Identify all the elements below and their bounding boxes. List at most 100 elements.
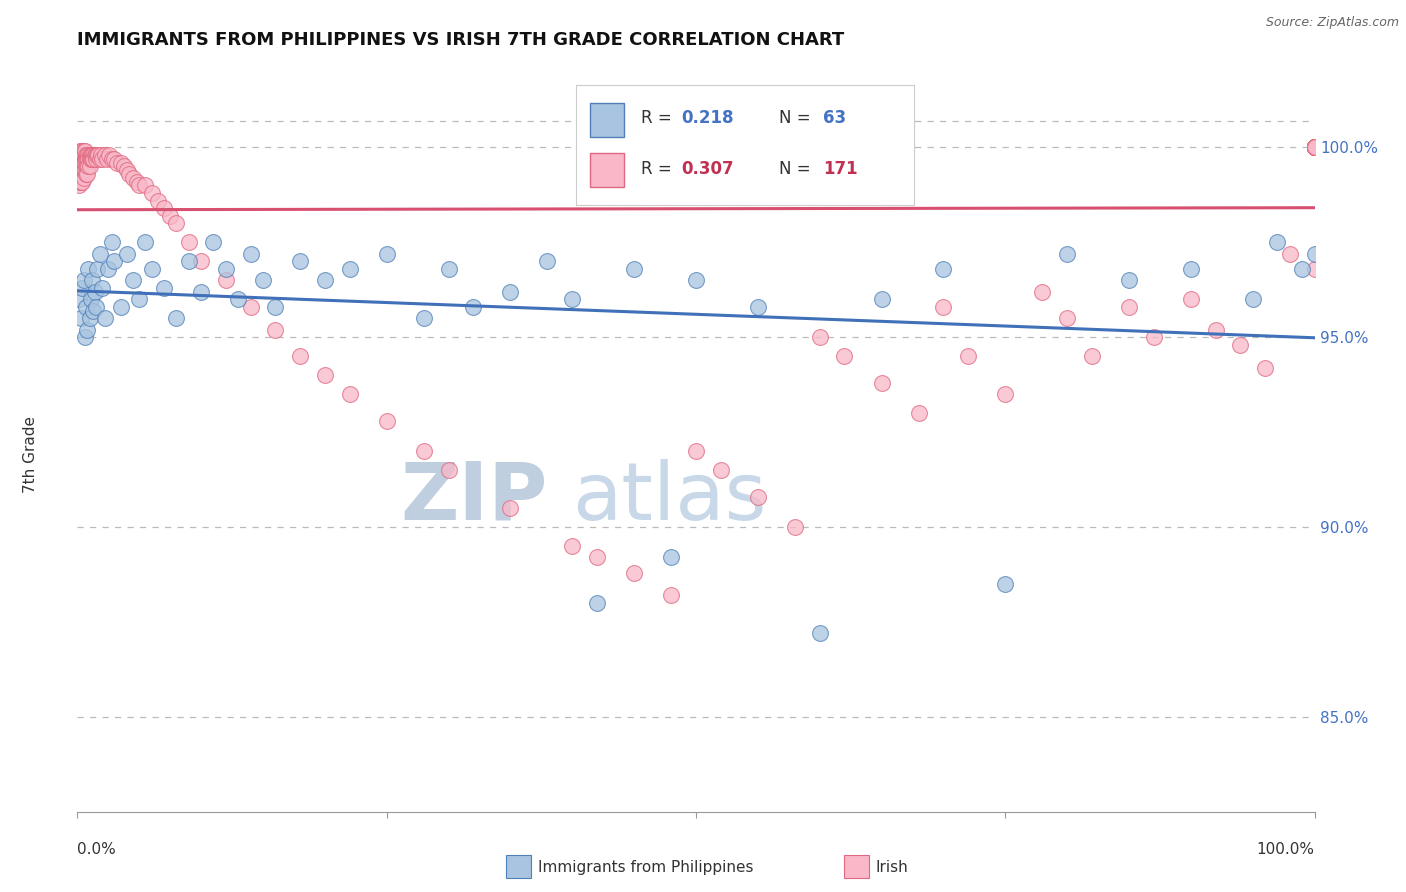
Point: [79, 152, 101, 166]
Point: [70, 160, 93, 174]
Point: [86, 148, 108, 162]
Point: [870, 376, 893, 390]
Point: [1303, 140, 1326, 154]
Point: [1303, 140, 1326, 154]
Point: [190, 285, 212, 299]
Point: [1056, 311, 1078, 326]
Point: [1303, 140, 1326, 154]
Point: [623, 261, 645, 276]
Point: [314, 273, 336, 287]
Point: [1303, 140, 1326, 154]
Point: [1241, 293, 1264, 307]
Point: [1229, 338, 1251, 352]
Point: [101, 152, 124, 166]
Point: [70, 167, 93, 181]
Point: [1303, 140, 1326, 154]
Point: [1303, 140, 1326, 154]
Point: [141, 261, 163, 276]
Point: [561, 539, 583, 553]
Point: [72, 148, 94, 162]
Point: [1303, 140, 1326, 154]
Text: 0.0%: 0.0%: [77, 842, 117, 856]
Point: [103, 254, 125, 268]
Point: [586, 596, 609, 610]
Point: [1118, 300, 1140, 314]
Point: [82, 148, 104, 162]
Point: [1303, 140, 1326, 154]
Point: [75, 167, 97, 181]
Point: [86, 261, 108, 276]
Point: [1291, 261, 1313, 276]
Text: N =: N =: [779, 160, 810, 178]
Point: [72, 145, 94, 159]
Point: [1303, 140, 1326, 154]
Point: [1303, 140, 1326, 154]
Text: 0.218: 0.218: [681, 110, 734, 128]
Point: [226, 293, 249, 307]
Point: [339, 387, 361, 401]
Point: [1303, 140, 1326, 154]
Point: [91, 281, 114, 295]
Point: [69, 175, 91, 189]
Point: [1254, 360, 1277, 375]
Point: [215, 261, 238, 276]
Point: [1303, 140, 1326, 154]
Point: [1267, 235, 1289, 250]
Point: [375, 246, 398, 260]
Point: [747, 490, 769, 504]
Point: [77, 152, 100, 166]
Point: [1303, 261, 1326, 276]
Text: 63: 63: [823, 110, 846, 128]
Point: [90, 148, 112, 162]
Point: [1056, 246, 1078, 260]
Point: [77, 261, 100, 276]
Point: [412, 311, 434, 326]
Point: [1303, 140, 1326, 154]
Point: [146, 194, 169, 208]
Point: [83, 148, 105, 162]
Point: [1303, 140, 1326, 154]
Point: [994, 577, 1017, 591]
Point: [659, 550, 682, 565]
Point: [1303, 140, 1326, 154]
Point: [808, 330, 831, 344]
Point: [685, 273, 707, 287]
Point: [69, 160, 91, 174]
Text: 171: 171: [823, 160, 858, 178]
Point: [97, 261, 120, 276]
Point: [1303, 140, 1326, 154]
FancyBboxPatch shape: [591, 103, 624, 136]
Point: [82, 152, 104, 166]
Point: [1303, 140, 1326, 154]
Point: [994, 387, 1017, 401]
Point: [1278, 246, 1301, 260]
Point: [75, 152, 97, 166]
Point: [1081, 349, 1104, 363]
Point: [1180, 293, 1202, 307]
Point: [118, 167, 141, 181]
Point: [1303, 140, 1326, 154]
Point: [264, 323, 287, 337]
Point: [264, 300, 287, 314]
Point: [84, 148, 107, 162]
Point: [375, 414, 398, 428]
Text: ZIP: ZIP: [401, 458, 547, 537]
Point: [536, 254, 558, 268]
Point: [165, 311, 187, 326]
Point: [437, 463, 460, 477]
Point: [1303, 140, 1326, 154]
Point: [499, 285, 522, 299]
Text: IMMIGRANTS FROM PHILIPPINES VS IRISH 7TH GRADE CORRELATION CHART: IMMIGRANTS FROM PHILIPPINES VS IRISH 7TH…: [77, 31, 845, 49]
Point: [80, 152, 103, 166]
Point: [1118, 273, 1140, 287]
Point: [72, 155, 94, 169]
Point: [79, 160, 101, 174]
Point: [73, 163, 96, 178]
Point: [101, 235, 124, 250]
Point: [177, 254, 200, 268]
Text: 0.307: 0.307: [681, 160, 734, 178]
Point: [67, 155, 90, 169]
Point: [72, 145, 94, 159]
Point: [1303, 140, 1326, 154]
Point: [72, 152, 94, 166]
